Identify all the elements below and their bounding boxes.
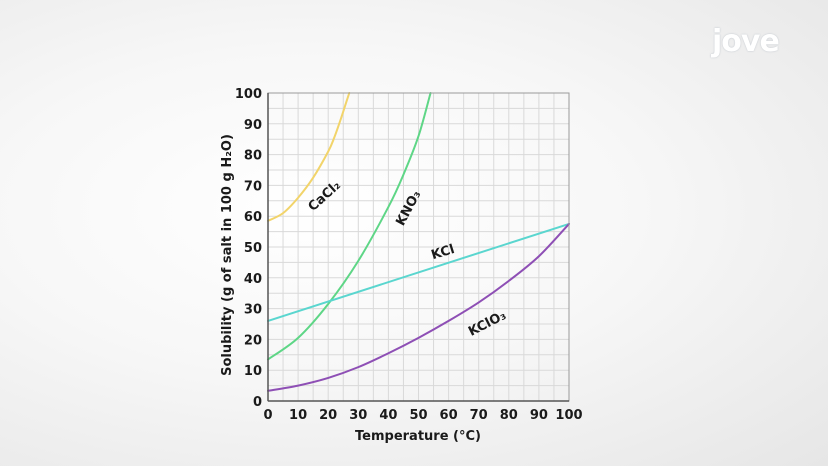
x-tick-labels: 0 10 20 30 40 50 60 70 80 90 100 <box>263 408 582 423</box>
y-tick-label: 30 <box>244 303 262 318</box>
curve-label-cacl2: CaCl₂ <box>306 178 344 215</box>
series-line-kno3 <box>267 92 432 361</box>
x-tick-label: 30 <box>349 408 367 423</box>
x-tick-label: 40 <box>379 408 397 423</box>
curve-label-kcl: KCl <box>430 242 457 263</box>
x-tick-label: 100 <box>555 408 582 423</box>
x-tick-label: 60 <box>440 408 458 423</box>
y-tick-label: 40 <box>244 272 262 287</box>
x-tick-label: 20 <box>319 408 337 423</box>
y-axis-title: Solubility (g of salt in 100 g H₂O) <box>220 134 235 376</box>
y-tick-label: 100 <box>235 87 262 102</box>
y-tick-label: 10 <box>244 364 262 379</box>
x-tick-label: 0 <box>263 408 272 423</box>
y-tick-label: 0 <box>253 395 262 410</box>
axes <box>267 92 570 402</box>
series-line-cacl2 <box>267 92 351 222</box>
y-tick-label: 50 <box>244 241 262 256</box>
series-line-kcl <box>267 222 570 322</box>
series-line-kclo3 <box>267 222 570 392</box>
curve-label-kclo3: KClO₃ <box>466 308 509 340</box>
x-tick-label: 70 <box>470 408 488 423</box>
y-tick-labels: 0 10 20 30 40 50 60 70 80 90 100 <box>235 87 262 410</box>
y-tick-label: 70 <box>244 179 262 194</box>
curve-label-kno3: KNO₃ <box>393 188 424 228</box>
y-tick-label: 80 <box>244 149 262 164</box>
curves <box>267 92 570 392</box>
y-tick-label: 90 <box>244 118 262 133</box>
x-tick-label: 50 <box>409 408 427 423</box>
x-tick-label: 10 <box>289 408 307 423</box>
x-tick-label: 80 <box>500 408 518 423</box>
y-tick-label: 60 <box>244 210 262 225</box>
y-tick-label: 20 <box>244 333 262 348</box>
jove-logo: jove <box>712 24 780 59</box>
x-axis-title: Temperature (°C) <box>355 429 481 444</box>
x-tick-label: 90 <box>530 408 548 423</box>
